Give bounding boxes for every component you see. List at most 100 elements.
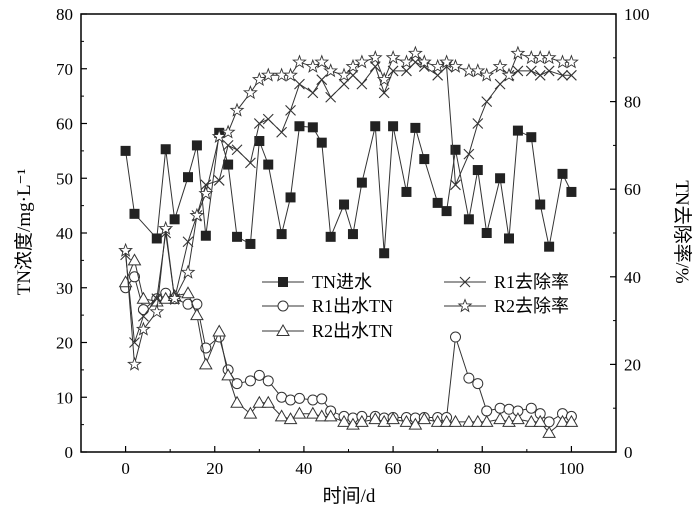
x-tick-label: 0 <box>121 459 130 478</box>
y-axis-title-right: TN去除率/% <box>671 180 693 284</box>
data-point <box>232 231 243 242</box>
data-point <box>401 65 412 77</box>
data-point <box>399 414 414 427</box>
data-point <box>543 65 555 77</box>
y-left-tick-label: 50 <box>56 169 73 188</box>
series-layer <box>118 45 579 438</box>
data-point <box>463 214 474 225</box>
data-point <box>118 242 134 257</box>
data-point <box>212 324 227 337</box>
data-point <box>151 233 162 244</box>
legend-entry-1: TN进水 <box>262 272 372 292</box>
legend-label: R2出水TN <box>312 321 393 341</box>
y-right-tick-label: 100 <box>624 5 650 24</box>
data-point <box>223 159 234 170</box>
y-axis-title-left: TN浓度/mg·L⁻¹ <box>13 168 35 295</box>
data-point <box>276 126 288 138</box>
data-point <box>430 58 446 73</box>
data-point <box>463 372 475 384</box>
data-point <box>512 125 523 136</box>
data-point <box>285 394 297 406</box>
data-point <box>307 394 319 406</box>
legend-label: R2去除率 <box>494 296 569 316</box>
y-right-tick-label: 20 <box>624 355 641 374</box>
data-point <box>441 206 452 217</box>
y-right-tick-label: 80 <box>624 93 641 112</box>
y-left-tick-label: 60 <box>56 115 73 134</box>
data-point <box>274 409 289 422</box>
data-point <box>439 414 454 427</box>
data-point <box>533 414 548 427</box>
data-point <box>316 137 327 148</box>
data-point <box>231 144 243 156</box>
data-point <box>339 199 350 210</box>
axes-layer: 0 20 40 60 80 100 0 10 20 30 40 50 60 70 80 0 20 40 60 80 10… <box>56 5 650 478</box>
data-point <box>370 121 381 132</box>
data-point <box>337 414 351 427</box>
data-point <box>526 132 537 143</box>
data-point <box>222 140 234 151</box>
y-left-tick-label: 70 <box>56 60 73 79</box>
data-point <box>325 231 336 242</box>
data-point <box>160 144 171 155</box>
legend-label: TN进水 <box>312 272 372 292</box>
data-point <box>294 121 305 132</box>
data-point <box>534 69 546 81</box>
data-point <box>260 67 276 82</box>
data-point <box>555 414 570 427</box>
data-point <box>245 157 256 169</box>
data-point <box>293 392 305 404</box>
data-point <box>470 63 486 78</box>
data-point <box>336 67 352 82</box>
data-point <box>387 65 399 77</box>
data-point <box>251 71 267 87</box>
data-point <box>136 291 151 304</box>
legend-entry-3: R2出水TN <box>262 321 393 341</box>
data-point <box>276 229 287 240</box>
data-point <box>314 54 330 69</box>
data-point <box>472 378 484 390</box>
data-point <box>182 236 194 248</box>
data-point <box>481 228 492 238</box>
series-3 <box>118 253 579 438</box>
data-point <box>198 357 213 370</box>
data-point <box>430 414 445 427</box>
data-point <box>368 412 383 425</box>
y-left-tick-label: 30 <box>56 279 73 298</box>
data-point <box>347 229 358 240</box>
data-point <box>378 87 390 99</box>
data-point <box>401 186 412 197</box>
data-point <box>472 118 484 129</box>
data-point <box>211 128 227 143</box>
data-point <box>535 199 546 210</box>
data-point <box>388 121 399 132</box>
data-point <box>305 58 321 73</box>
data-point <box>356 78 368 90</box>
data-point <box>198 185 214 200</box>
data-point <box>213 175 225 186</box>
x-tick-label: 40 <box>295 459 312 478</box>
legend: TN进水 R1出水TN R2出水TN R1去除率 R2去除率 <box>262 272 569 341</box>
data-point <box>416 54 432 69</box>
y-right-tick-label: 40 <box>624 268 641 287</box>
data-point <box>262 375 274 387</box>
data-point <box>229 102 245 117</box>
data-point <box>566 69 577 81</box>
data-point <box>230 395 244 408</box>
data-point <box>504 233 514 244</box>
data-point <box>419 154 430 165</box>
data-point <box>181 286 195 299</box>
series-1 <box>120 121 577 259</box>
y-left-tick-label: 80 <box>56 5 73 24</box>
data-point <box>252 395 267 408</box>
data-point <box>135 321 151 336</box>
data-point <box>410 122 421 133</box>
data-point <box>525 402 537 414</box>
data-point <box>292 406 307 419</box>
legend-label: R1去除率 <box>494 272 569 292</box>
data-point <box>557 168 568 179</box>
data-point <box>399 54 414 69</box>
data-point <box>564 414 579 427</box>
data-point <box>501 67 517 82</box>
data-point <box>439 54 455 69</box>
